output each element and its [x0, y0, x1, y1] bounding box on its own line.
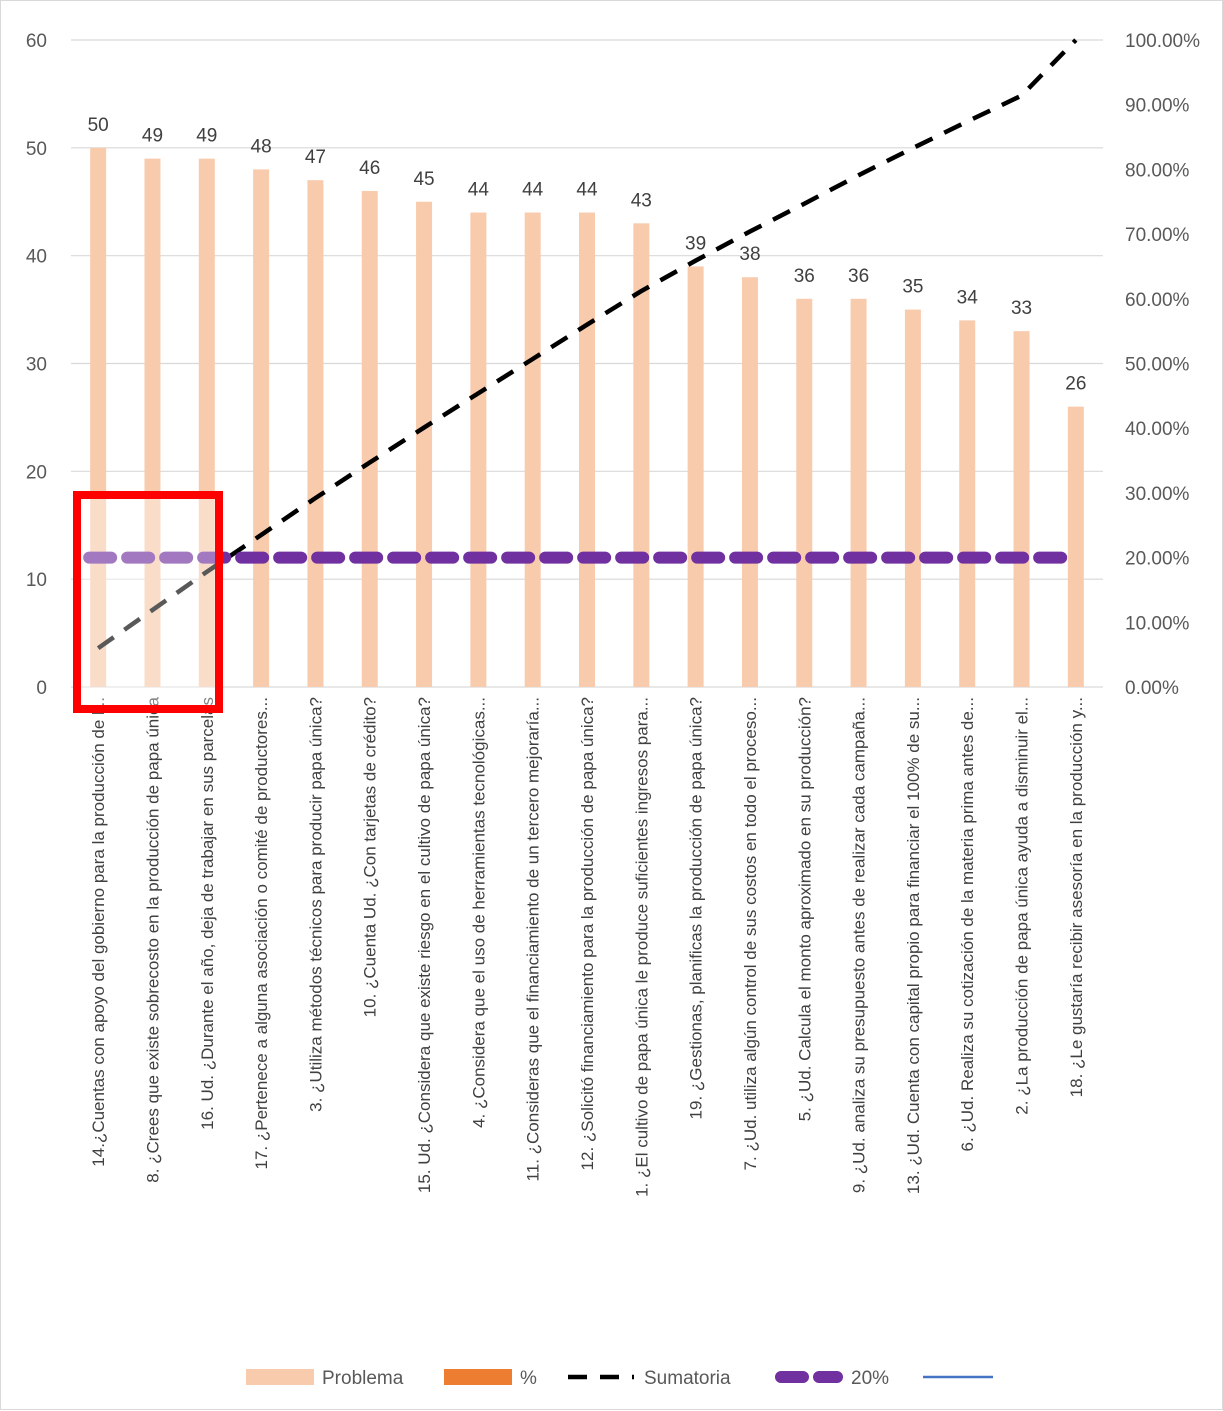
y-tick-label: 20: [26, 462, 47, 483]
bar: [307, 180, 324, 687]
category-label: 2. ¿La producción de papa única ayuda a …: [1013, 697, 1032, 1115]
data-label: 50: [88, 115, 109, 136]
y-tick-label: 40: [26, 247, 47, 268]
legend-label: Sumatoria: [644, 1368, 731, 1389]
y-tick-label: 30: [26, 355, 47, 376]
category-label: 1. ¿El cultivo de papa única le produce …: [632, 697, 651, 1197]
bar: [524, 212, 541, 688]
y2-tick-label: 40.00%: [1125, 419, 1190, 440]
data-label: 36: [794, 266, 815, 287]
y2-tick-label: 90.00%: [1125, 96, 1190, 117]
axis-ticks: 0 10 20 30 40 50 60 0.00% 10.00% 20.00% 30.00% 40.0…: [26, 31, 1200, 699]
bar: [361, 190, 378, 687]
category-label: 15. Ud. ¿Considera que existe riesgo en …: [415, 697, 434, 1193]
data-label: 45: [413, 169, 434, 190]
bar: [796, 298, 813, 687]
data-label: 44: [468, 180, 490, 201]
sumatoria-line: [96, 38, 1078, 651]
data-labels: 50 49 49 48 47 46 45 44 44 44 43 39 38 36 36 35 34 33 26: [88, 115, 1087, 395]
y-tick-label: 50: [26, 139, 47, 160]
category-label: 10. ¿Cuenta Ud. ¿Con tarjetas de crédito…: [361, 697, 380, 1017]
y-tick-label: 10: [26, 570, 47, 591]
data-label: 46: [359, 158, 380, 179]
bar: [253, 169, 270, 687]
category-label: 13. ¿Ud. Cuenta con capital propio para …: [904, 697, 923, 1194]
data-label: 49: [196, 126, 217, 147]
highlight-rect: [73, 491, 223, 713]
category-label: 8. ¿Crees que existe sobrecosto en la pr…: [143, 696, 162, 1182]
legend-item: Problema: [246, 1368, 404, 1389]
line-series: [83, 38, 1078, 651]
category-label: 9. ¿Ud. analiza su presupuesto antes de …: [850, 697, 869, 1193]
legend: Problema% Sumatoria 20%: [246, 1368, 993, 1389]
category-label: 3. ¿Utiliza métodos técnicos para produc…: [306, 697, 325, 1112]
category-label: 18. ¿Le gustaría recibir asesoría en la …: [1067, 697, 1086, 1097]
bar: [633, 223, 650, 688]
data-label: 44: [522, 180, 544, 201]
y-tick-label: 0: [36, 678, 47, 699]
data-label: 49: [142, 126, 163, 147]
bar: [741, 277, 758, 687]
legend-item: Sumatoria: [568, 1368, 731, 1389]
highlight-box: [73, 491, 223, 713]
bar: [850, 298, 867, 687]
data-label: 35: [902, 277, 923, 298]
category-label: 4. ¿Considera que el uso de herramientas…: [469, 697, 488, 1128]
legend-label: Problema: [322, 1368, 404, 1389]
category-label: 5. ¿Ud. Calcula el monto aproximado en s…: [795, 697, 814, 1121]
highlight-overlay: [77, 495, 219, 709]
y2-tick-label: 70.00%: [1125, 225, 1190, 246]
bar: [959, 320, 976, 687]
category-labels: 14.¿Cuentas con apoyo del gobierno para …: [89, 696, 1086, 1196]
bar: [1013, 331, 1030, 687]
y2-tick-label: 0.00%: [1125, 678, 1179, 699]
category-label: 7. ¿Ud. utiliza algún control de sus cos…: [741, 697, 760, 1170]
category-label: 14.¿Cuentas con apoyo del gobierno para …: [89, 697, 108, 1167]
data-label: 43: [631, 190, 652, 211]
data-label: 36: [848, 266, 869, 287]
category-label: 16. Ud. ¿Durante el año, deja de trabaja…: [198, 697, 217, 1130]
data-label: 44: [576, 180, 598, 201]
bar-series-problema: [90, 147, 1084, 688]
data-label: 33: [1011, 298, 1032, 319]
y2-tick-label: 30.00%: [1125, 484, 1190, 505]
y2-tick-label: 50.00%: [1125, 355, 1190, 376]
category-label: 11. ¿Consideras que el financiamiento de…: [524, 697, 543, 1181]
category-label: 17. ¿Pertenece a alguna asociación o com…: [252, 697, 271, 1170]
data-label: 47: [305, 147, 326, 168]
category-label: 6. ¿Ud. Realiza su cotización de la mate…: [958, 697, 977, 1152]
y2-tick-label: 10.00%: [1125, 613, 1190, 634]
y2-tick-label: 80.00%: [1125, 160, 1190, 181]
data-label: 48: [251, 136, 272, 157]
data-label: 39: [685, 233, 706, 254]
data-label: 26: [1065, 374, 1086, 395]
bar: [687, 266, 704, 687]
y2-tick-label: 100.00%: [1125, 31, 1200, 52]
legend-label: 20%: [851, 1368, 889, 1389]
legend-swatch: [246, 1369, 314, 1385]
legend-label: %: [520, 1368, 537, 1389]
legend-item: 20%: [775, 1368, 889, 1389]
bar: [470, 212, 487, 688]
bar: [1067, 406, 1084, 687]
y2-tick-label: 60.00%: [1125, 290, 1190, 311]
y-tick-label: 60: [26, 31, 47, 52]
category-label: 12. ¿Solicitó financiamiento para la pro…: [578, 697, 597, 1170]
legend-item: %: [444, 1368, 537, 1389]
bar: [579, 212, 595, 688]
category-label: 19. ¿Gestionas, planificas la producción…: [687, 697, 706, 1119]
bar: [904, 309, 921, 687]
legend-swatch: [444, 1369, 512, 1385]
data-label: 34: [957, 287, 979, 308]
bar: [416, 201, 433, 687]
y2-tick-label: 20.00%: [1125, 549, 1190, 570]
data-label: 38: [739, 244, 760, 265]
